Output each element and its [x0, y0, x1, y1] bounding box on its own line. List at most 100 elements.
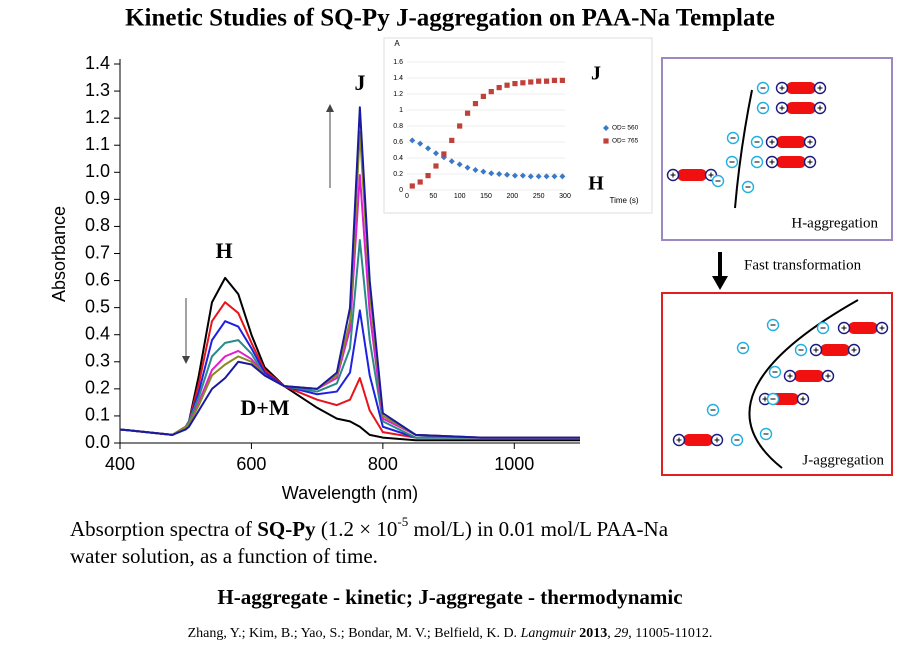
point [417, 179, 423, 185]
point [464, 110, 471, 116]
x-axis-label: Time (s) [609, 196, 638, 205]
citation-year: 2013 [576, 626, 608, 641]
x-tick-label: 50 [429, 193, 437, 200]
y-tick-label: 0.6 [393, 139, 403, 146]
inset-frame [383, 37, 653, 214]
x-tick-label: 150 [480, 193, 492, 200]
caption-line-2: water solution, as a function of time. [70, 544, 378, 568]
citation-text: , 11005-11012. [628, 626, 712, 641]
point [457, 123, 463, 129]
caption-text: (1.2 × 10 [316, 517, 398, 541]
y-tick-label: 0.7 [85, 242, 110, 262]
point [441, 151, 447, 157]
point [520, 80, 526, 86]
point [559, 173, 566, 180]
point [480, 168, 487, 175]
spectrum-line [119, 238, 580, 439]
y-tick-label: 0.2 [393, 171, 403, 178]
dye-core [683, 434, 713, 446]
y-tick-label: 0.0 [85, 432, 110, 452]
x-tick-label: 300 [559, 193, 571, 200]
annotation: H [215, 238, 232, 263]
y-tick-label: 1.4 [393, 75, 403, 82]
y-tick-label: 0.1 [85, 405, 110, 425]
citation-volume: 29 [614, 626, 628, 641]
point [543, 173, 550, 180]
h-label: H-aggregation [791, 215, 878, 231]
point [536, 78, 542, 84]
caption-text: Absorption spectra of [70, 517, 257, 541]
dye-core [820, 344, 850, 356]
point [527, 173, 534, 180]
legend-label: OD= 765 [612, 138, 639, 145]
y-tick-label: 1.2 [393, 91, 403, 98]
point [472, 167, 479, 173]
y-tick-label: 1.1 [85, 134, 110, 154]
y-axis-label: A [394, 39, 400, 48]
y-tick-label: 1.0 [85, 161, 110, 181]
point [496, 85, 502, 91]
point [409, 183, 415, 189]
y-tick-label: 0.4 [85, 323, 110, 343]
arrow-label: Fast transformation [744, 257, 862, 273]
x-tick-label: 200 [506, 193, 518, 200]
annotation: J [591, 63, 601, 85]
x-tick-label: 100 [454, 193, 466, 200]
point [519, 172, 526, 179]
point [528, 79, 534, 85]
up-arrow-head [326, 104, 334, 112]
citation-text: , [607, 626, 614, 641]
point [417, 140, 424, 147]
x-tick-label: 800 [368, 454, 398, 474]
dye-core [786, 102, 816, 114]
dye-core [794, 370, 824, 382]
y-tick-label: 0.4 [393, 155, 403, 162]
point [425, 173, 431, 179]
dye-core [786, 82, 816, 94]
point [464, 164, 471, 171]
y-tick-label: 0.3 [85, 351, 110, 371]
y-tick-label: 1.3 [85, 80, 110, 100]
dye-core [848, 322, 878, 334]
citation: Zhang, Y.; Kim, B.; Yao, S.; Bondar, M. … [188, 626, 713, 641]
y-tick-label: 1.6 [393, 59, 403, 66]
chart: 0 0.2 0.4 0.6 0.8 1 1.2 1.4 1.6 0 50 100 150 200 250 30… [393, 39, 639, 205]
y-tick-label: 0.2 [85, 378, 110, 398]
point [551, 173, 558, 180]
y-tick-label: 1.4 [85, 53, 110, 73]
dye-core [776, 156, 806, 168]
point [449, 137, 455, 143]
point [456, 161, 463, 168]
y-tick-label: 0.8 [393, 123, 403, 130]
caption-sup: -5 [397, 514, 408, 529]
point [448, 158, 455, 165]
point [409, 137, 416, 144]
annotation: J [355, 70, 366, 95]
point [504, 82, 510, 88]
chart: 0.0 0.1 0.2 0.3 0.4 0.5 0.6 0.7 0.8 0.9 1.0 1.1 1.2 1… [49, 53, 580, 503]
point [480, 93, 486, 99]
h-aggregation-box [661, 57, 893, 241]
point [433, 163, 439, 169]
citation-text: Zhang, Y.; Kim, B.; Yao, S.; Bondar, M. … [188, 626, 521, 641]
down-arrow-head [182, 356, 190, 364]
x-tick-label: 250 [533, 193, 545, 200]
point [511, 172, 518, 179]
point [512, 81, 518, 87]
j-label: J-aggregation [802, 452, 884, 468]
x-tick-label: 400 [105, 454, 135, 474]
citation-journal: Langmuir [520, 626, 577, 641]
spectrum-line [119, 106, 580, 439]
x-tick-label: 600 [236, 454, 266, 474]
y-tick-label: 0.6 [85, 269, 110, 289]
point [543, 78, 550, 84]
caption-text: mol/L) in 0.01 mol/L PAA-Na [408, 517, 668, 541]
point [432, 150, 439, 157]
y-tick-label: 0.9 [85, 188, 110, 208]
x-tick-label: 1000 [494, 454, 534, 474]
template-line [734, 89, 753, 209]
legend-marker [603, 138, 609, 144]
point [559, 77, 565, 83]
